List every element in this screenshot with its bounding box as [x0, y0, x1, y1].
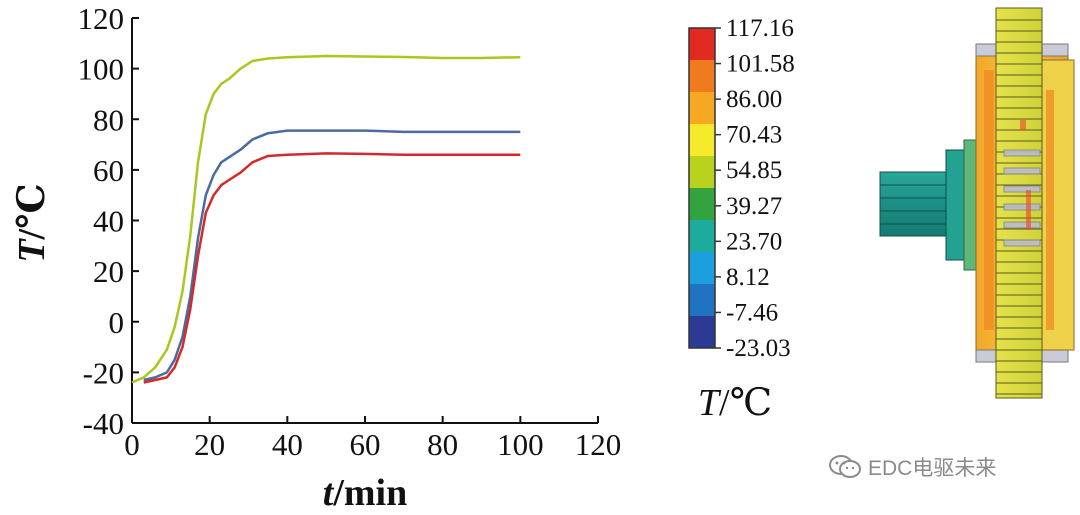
wechat-icon [829, 455, 861, 478]
y-tick-label: 80 [93, 102, 124, 137]
colorbar-block [689, 220, 715, 253]
colorbar-label: 70.43 [726, 122, 782, 149]
colorbar-block [689, 60, 715, 93]
y-tick-label: -40 [83, 406, 124, 441]
y-tick-label: 20 [93, 254, 124, 289]
colorbar-frame [688, 27, 716, 349]
colorbar-labels: 117.16 101.58 86.00 70.43 54.85 39.27 23.70 8.1… [715, 15, 795, 362]
x-tick-label: 80 [427, 427, 458, 462]
colorbar-block [689, 316, 715, 349]
x-tick-label: 40 [272, 427, 303, 462]
colorbar-block [689, 252, 715, 285]
x-tick-label: 120 [575, 427, 622, 462]
y-tick-label: 40 [93, 204, 124, 239]
colorbar-label: 117.16 [726, 15, 794, 42]
y-tick-label: 60 [93, 153, 124, 188]
x-tick-label: 0 [124, 427, 140, 462]
y-tick-label: -20 [83, 355, 124, 390]
colorbar-label: 54.85 [726, 157, 782, 184]
x-tick-label: 60 [350, 427, 381, 462]
watermark: EDC电驱未来 [828, 452, 996, 482]
series-group [131, 54, 521, 384]
colorbar-label: 86.00 [726, 86, 782, 113]
colorbar-block [689, 92, 715, 125]
watermark-text: EDC电驱未来 [868, 457, 997, 480]
y-axis-title: T/℃ [11, 183, 53, 262]
colorbar-block [689, 188, 715, 221]
x-ticks: 0 20 40 60 80 100 120 [124, 416, 621, 462]
colorbar-label: -7.46 [726, 299, 778, 326]
colorbar-title: T/℃ [698, 382, 772, 424]
y-tick-label: 0 [109, 305, 125, 340]
colorbar-block [689, 156, 715, 189]
colorbar-blocks [689, 28, 715, 349]
colorbar-label: -23.03 [726, 335, 791, 362]
colorbar-block [689, 124, 715, 157]
series-line-blue [143, 129, 521, 382]
series-line-green [131, 54, 521, 384]
x-tick-label: 20 [194, 427, 225, 462]
x-tick-label: 100 [497, 427, 544, 462]
colorbar-block [689, 28, 715, 61]
colorbar: 117.16 101.58 86.00 70.43 54.85 39.27 23.70 8.1… [688, 15, 795, 424]
input-shaft [879, 171, 949, 237]
plot-area: 0 20 40 60 80 100 120 -40 -20 0 20 40 60 80 100 120 t/… [11, 1, 621, 514]
gear-ring [995, 7, 1043, 399]
colorbar-label: 101.58 [726, 51, 795, 78]
series-line-red [143, 152, 521, 384]
x-axis-title: t/min [323, 472, 407, 514]
gearbox-thermal-render [879, 7, 1075, 399]
colorbar-label: 8.12 [726, 264, 770, 291]
colorbar-label: 39.27 [726, 193, 782, 220]
y-ticks: -40 -20 0 20 40 60 80 100 120 [78, 1, 139, 441]
y-tick-label: 100 [78, 52, 125, 87]
colorbar-block [689, 284, 715, 317]
y-tick-label: 120 [78, 1, 125, 36]
colorbar-label: 23.70 [726, 228, 782, 255]
